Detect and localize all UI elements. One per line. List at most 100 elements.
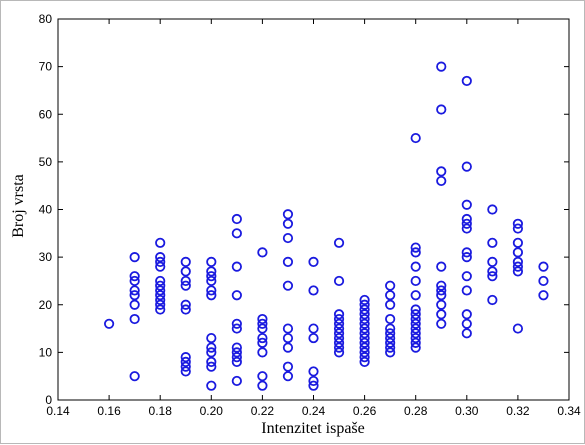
data-point [282,332,294,344]
data-point [155,261,166,272]
data-point [155,256,166,267]
data-point [180,304,191,315]
data-point [257,347,268,358]
data-point [155,252,166,263]
x-tick-label: 0.30 [455,404,479,418]
data-point [487,237,498,248]
data-point [461,252,472,263]
data-point [385,280,396,291]
data-point [410,275,421,287]
data-point [155,237,166,248]
data-point [231,318,242,329]
data-point [461,309,472,320]
x-tick-label: 0.20 [200,404,224,418]
x-tick-label: 0.22 [251,404,275,418]
data-point [436,261,447,272]
data-point [155,304,166,315]
y-tick-label: 80 [39,12,53,26]
data-point [385,290,396,301]
data-point [257,313,268,325]
data-point [257,323,268,334]
data-point [359,323,370,334]
data-point [308,256,319,267]
data-point [129,275,140,287]
data-point [282,280,294,291]
data-point [206,347,217,358]
data-point [180,256,191,267]
data-point [282,371,294,382]
data-point [410,132,421,144]
data-point [333,275,345,287]
data-point [282,361,294,372]
data-point [359,313,370,325]
y-tick-label: 40 [39,203,53,217]
data-point [155,275,166,287]
x-tick-label: 0.14 [46,404,70,418]
data-point [487,204,498,215]
data-point [410,328,421,339]
data-point [410,309,421,320]
data-point [385,299,396,310]
data-point [282,323,294,334]
data-point [282,342,294,353]
data-point [436,309,447,320]
data-point [231,228,242,239]
data-point [512,323,524,334]
data-point [129,371,140,382]
data-point [282,232,294,244]
data-point [308,366,319,377]
y-tick-label: 60 [39,107,53,121]
data-point [206,380,217,391]
data-point [359,342,370,353]
data-point [180,356,191,367]
data-point [487,294,498,306]
data-point [257,380,268,391]
data-point [359,318,370,329]
data-point [487,256,498,267]
y-tick-label: 70 [39,60,53,74]
data-point [385,342,396,353]
data-point [180,266,191,277]
data-point [282,218,294,229]
data-point [512,223,524,234]
y-tick-label: 30 [39,250,53,264]
data-point [436,166,447,177]
data-point [155,290,166,301]
data-point [538,290,549,301]
data-point [385,323,396,334]
data-point [257,247,268,258]
y-axis-title: Broj vrsta [10,174,27,238]
data-point [231,323,242,334]
data-point [333,347,345,358]
data-point [512,256,524,267]
data-point [129,313,140,325]
data-point [180,352,191,363]
data-point [129,271,140,282]
data-point [410,337,421,348]
data-point [461,247,472,258]
data-point [231,352,242,363]
data-point [206,275,217,287]
data-point [206,356,217,367]
data-point [359,337,370,348]
data-point [359,332,370,344]
data-point [155,294,166,306]
x-axis-ticks: 0.14 0.16 0.18 0.20 0.22 0.24 0.26 0.28 0.30 0.32… [46,19,581,418]
y-tick-label: 10 [39,345,53,359]
data-point [308,375,319,387]
data-point [512,247,524,258]
data-point [333,318,345,329]
data-point [512,237,524,248]
data-point [155,299,166,310]
data-point [385,337,396,348]
x-tick-label: 0.18 [149,404,173,418]
data-point [282,209,294,220]
data-point [385,328,396,339]
data-point [410,323,421,334]
data-point [512,261,524,272]
data-point [385,313,396,325]
data-point [206,361,217,372]
y-tick-label: 50 [39,155,53,169]
data-point [359,304,370,315]
